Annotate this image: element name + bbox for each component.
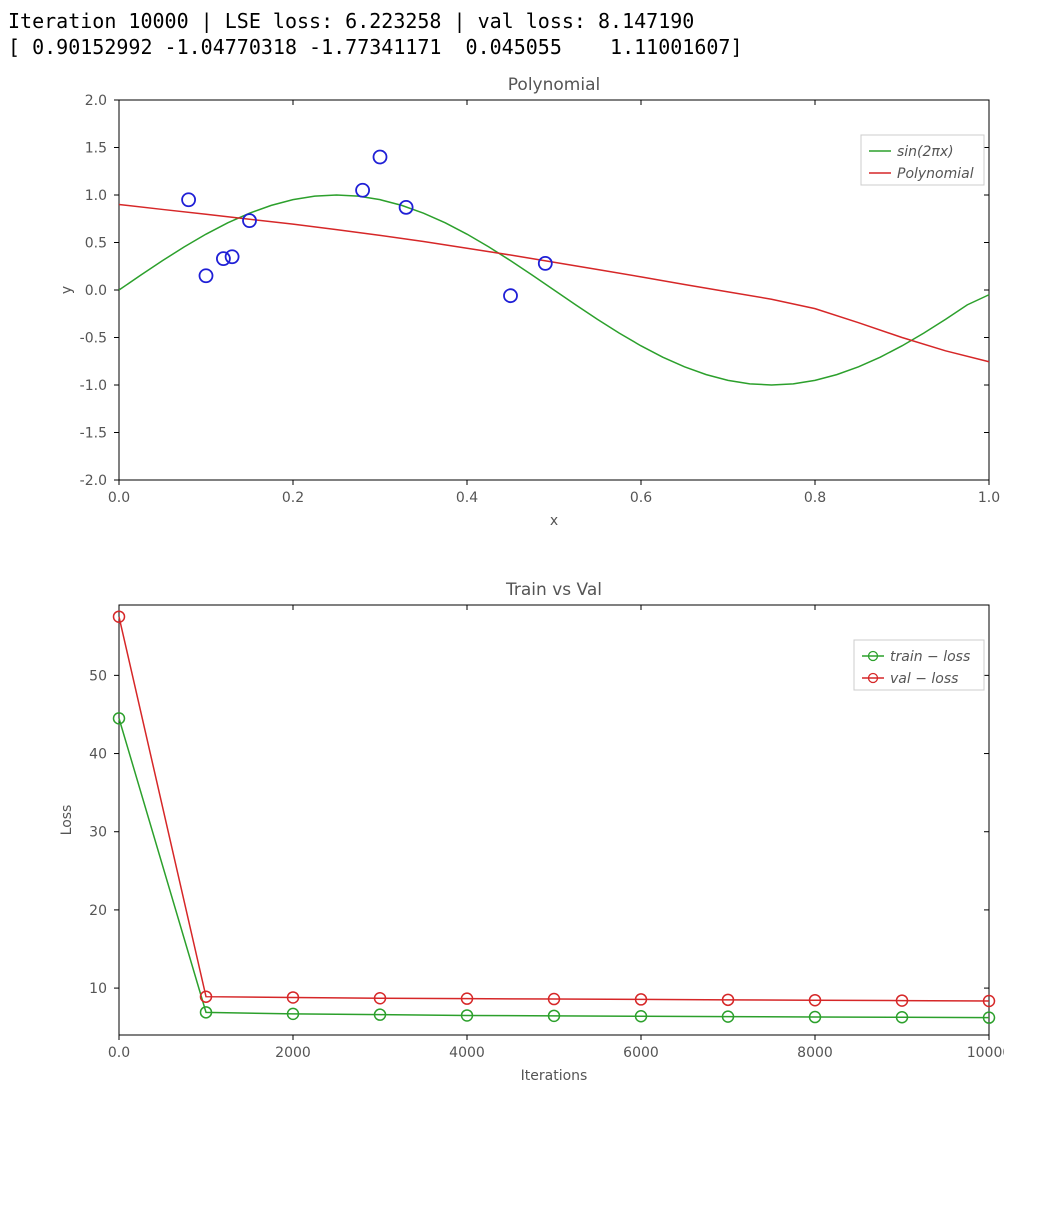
x-tick-label: 0.0 — [108, 490, 130, 506]
x-axis-label: x — [550, 513, 558, 529]
x-tick-label: 0.4 — [456, 490, 478, 506]
x-tick-label: 0.8 — [804, 490, 826, 506]
x-tick-label: 0.6 — [630, 490, 652, 506]
y-tick-label: 50 — [89, 668, 107, 684]
legend-label: sin(2πx) — [897, 144, 954, 160]
y-tick-label: 1.5 — [85, 141, 107, 157]
x-tick-label: 0.0 — [108, 1045, 130, 1061]
y-tick-label: -1.0 — [80, 378, 107, 394]
y-tick-label: 0.0 — [85, 283, 107, 299]
marker-scatter — [504, 289, 517, 302]
marker-scatter — [356, 184, 369, 197]
chart-title: Polynomial — [508, 75, 600, 95]
x-tick-label: 8000 — [797, 1045, 833, 1061]
console-line1: Iteration 10000 | LSE loss: 6.223258 | v… — [8, 9, 694, 33]
y-tick-label: 1.0 — [85, 188, 107, 204]
y-tick-label: 10 — [89, 981, 107, 997]
x-tick-label: 1.0 — [978, 490, 1000, 506]
marker-scatter — [226, 250, 239, 263]
loss-chart: Train vs Val 0.0 2000 4000 6000 8000 10000 10 20… — [49, 575, 1004, 1100]
marker-scatter — [539, 257, 552, 270]
y-tick-label: 40 — [89, 747, 107, 763]
legend-label: val − loss — [890, 671, 958, 687]
x-tick-label: 4000 — [449, 1045, 485, 1061]
y-tick-label: 0.5 — [85, 236, 107, 252]
chart-title: Train vs Val — [505, 580, 602, 600]
console-output: Iteration 10000 | LSE loss: 6.223258 | v… — [8, 8, 1030, 60]
polynomial-chart-container: Polynomial 0.0 0.2 0.4 0.6 0.8 1.0 -2.0 -1.5 -1.0… — [49, 70, 989, 545]
y-tick-label: -1.5 — [80, 426, 107, 442]
plot-area — [119, 151, 989, 386]
console-line2: [ 0.90152992 -1.04770318 -1.77341171 0.0… — [8, 35, 743, 59]
loss-chart-container: Train vs Val0.02000400060008000100001020… — [49, 575, 989, 1100]
marker-scatter — [217, 252, 230, 265]
legend-label: Polynomial — [897, 166, 974, 182]
marker-scatter — [243, 214, 256, 227]
x-tick-label: 2000 — [275, 1045, 311, 1061]
y-tick-label: 2.0 — [85, 93, 107, 109]
y-tick-label: -2.0 — [80, 473, 107, 489]
x-tick-label: 6000 — [623, 1045, 659, 1061]
line-sin(2πx) — [119, 195, 989, 385]
marker-scatter — [182, 193, 195, 206]
x-tick-label: 0.2 — [282, 490, 304, 506]
polynomial-chart: Polynomial 0.0 0.2 0.4 0.6 0.8 1.0 -2.0 -1.5 -1.0… — [49, 70, 1004, 545]
y-tick-label: 20 — [89, 903, 107, 919]
line-train-loss — [119, 718, 989, 1017]
marker-scatter — [200, 269, 213, 282]
marker-scatter — [374, 151, 387, 164]
x-axis-label: Iterations — [521, 1068, 588, 1084]
x-tick-label: 10000 — [967, 1045, 1004, 1061]
y-axis-label: Loss — [59, 805, 75, 836]
line-Polynomial — [119, 205, 989, 362]
y-axis-label: y — [59, 286, 75, 294]
y-tick-label: -0.5 — [80, 331, 107, 347]
y-tick-label: 30 — [89, 825, 107, 841]
legend-label: train − loss — [890, 649, 970, 665]
